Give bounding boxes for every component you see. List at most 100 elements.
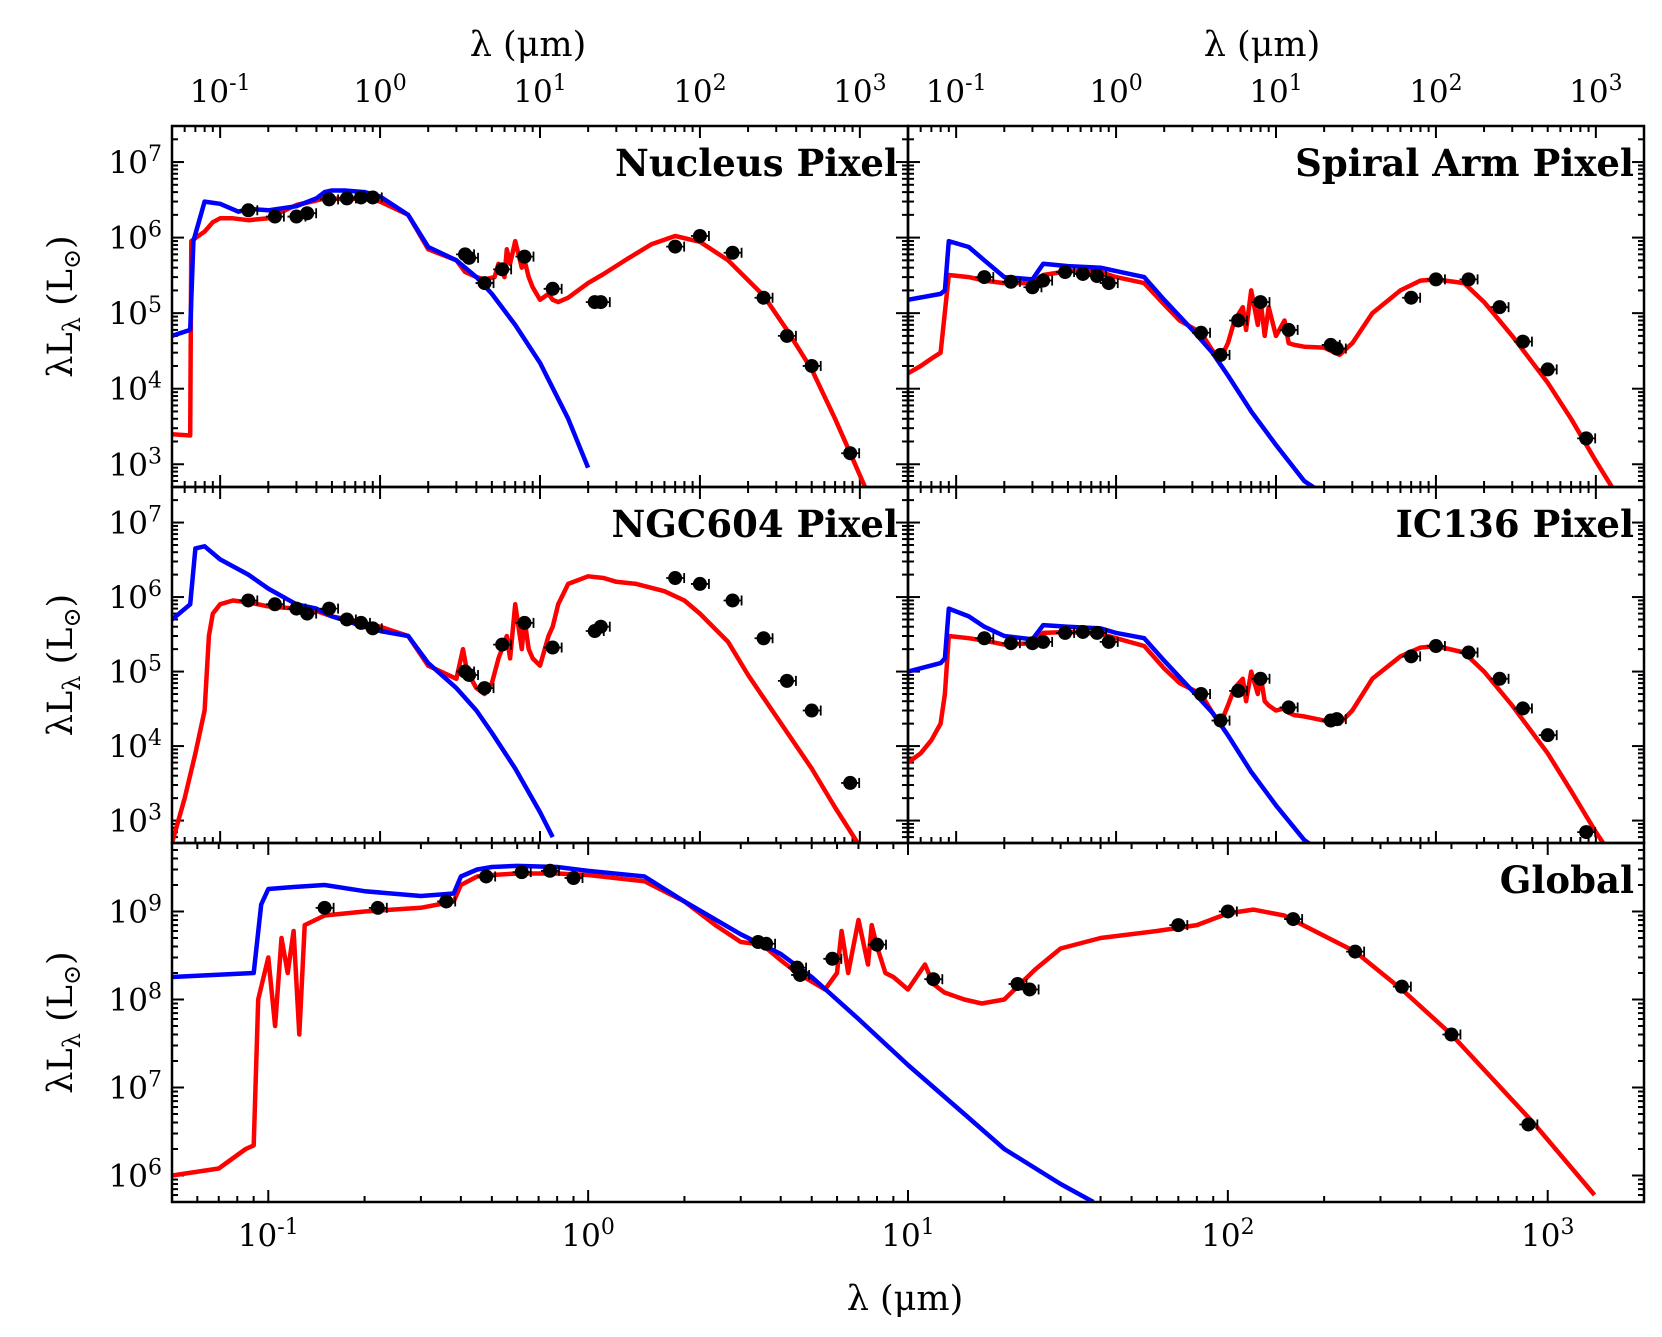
data-point [1036, 634, 1051, 649]
data-point [1194, 686, 1209, 701]
x-tick-label: 102 [1201, 1215, 1254, 1254]
data-point [1231, 683, 1246, 698]
x-tick-label: 100 [561, 1215, 614, 1254]
data-point [759, 936, 774, 951]
y-tick-label: 104 [109, 369, 162, 408]
data-point [1036, 273, 1051, 288]
data-point [804, 703, 819, 718]
data-point [1220, 904, 1235, 919]
x-tick-label: 101 [1249, 71, 1302, 110]
data-point [1492, 671, 1507, 686]
x-tick-label: 103 [1569, 71, 1622, 110]
data-point [593, 619, 608, 634]
data-point [1213, 713, 1228, 728]
y-tick-label: 106 [109, 218, 162, 257]
data-point [477, 681, 492, 696]
data-point [1253, 295, 1268, 310]
data-point [462, 667, 477, 682]
y-tick-label: 103 [109, 444, 162, 483]
data-point [267, 597, 282, 612]
data-point [692, 576, 707, 591]
x-tick-label: 10-1 [926, 71, 987, 110]
data-point [241, 203, 256, 218]
data-point [1348, 944, 1363, 959]
data-point [1101, 276, 1116, 291]
y-axis-label-ngc604: λLλ (L⊙) [41, 594, 86, 736]
data-point [1461, 645, 1476, 660]
y-tick-label: 108 [109, 979, 162, 1018]
data-point [1404, 290, 1419, 305]
attenuated-model-line-global [172, 871, 1597, 1197]
data-point [977, 270, 992, 285]
x-tick-label: 10-1 [190, 71, 251, 110]
data-point [1329, 341, 1344, 356]
panel-ic136: IC136 Pixel [906, 485, 1646, 845]
data-point [545, 281, 560, 296]
data-point [543, 863, 558, 878]
plot-area-global [172, 863, 1597, 1202]
data-point [825, 951, 840, 966]
data-point [495, 637, 510, 652]
plot-area-ngc604 [172, 544, 861, 843]
data-point [1231, 313, 1246, 328]
y-tick-label: 106 [109, 1156, 162, 1195]
panel-title-nucleus: Nucleus Pixel [615, 141, 898, 185]
plot-area-nucleus [172, 188, 868, 487]
data-point [322, 601, 337, 616]
data-point [289, 601, 304, 616]
panel-nucleus: Nucleus Pixel 10-1 100 101 102 103 103 104 105 10… [41, 71, 910, 489]
panel-global: Global 10-1 100 101 102 103 106 107 108 109 λLλ (L… [41, 841, 1646, 1254]
data-point [1010, 976, 1025, 991]
data-point [1025, 636, 1040, 651]
data-point [1090, 269, 1105, 284]
unattenuated-model-line-ngc604 [172, 544, 555, 839]
panel-title-ngc604: NGC604 Pixel [611, 502, 898, 546]
data-point [354, 190, 369, 205]
data-point [1171, 918, 1186, 933]
data-point [1286, 912, 1301, 927]
data-point [1579, 825, 1594, 840]
data-point [1194, 325, 1209, 340]
data-point [517, 249, 532, 264]
panel-title-spiral: Spiral Arm Pixel [1295, 141, 1634, 185]
data-point [1281, 700, 1296, 715]
top-left-xlabel: λ (μm) [470, 25, 587, 65]
data-point [479, 869, 494, 884]
data-point [1461, 272, 1476, 287]
data-point [370, 900, 385, 915]
data-point [1540, 728, 1555, 743]
data-point [1281, 322, 1296, 337]
data-point [1515, 701, 1530, 716]
data-point [1394, 979, 1409, 994]
attenuated-model-line-spiral [908, 268, 1615, 487]
data-point [1058, 265, 1073, 280]
panel-title-global: Global [1500, 858, 1634, 902]
data-point [1404, 649, 1419, 664]
data-point [300, 606, 315, 621]
y-tick-label: 103 [109, 801, 162, 840]
x-tick-label: 102 [1409, 71, 1462, 110]
attenuated-model-line-ic136 [908, 629, 1606, 843]
data-point [843, 446, 858, 461]
data-point [1428, 639, 1443, 654]
data-point [1428, 272, 1443, 287]
data-point [339, 191, 354, 206]
x-tick-label: 100 [1089, 71, 1142, 110]
y-tick-label: 105 [109, 652, 162, 691]
data-point [870, 937, 885, 952]
unattenuated-model-line-nucleus [172, 188, 591, 469]
data-point [692, 228, 707, 243]
data-point [1058, 625, 1073, 640]
data-point [1579, 431, 1594, 446]
ticks-global [171, 842, 1645, 1203]
x-tick-label: 100 [353, 71, 406, 110]
data-point [593, 295, 608, 310]
panel-ngc604: NGC604 Pixel 103 104 105 106 107 λLλ (L⊙) [41, 485, 910, 845]
data-point [495, 262, 510, 277]
y-tick-label: 104 [109, 726, 162, 765]
data-point [843, 775, 858, 790]
data-point [926, 972, 941, 987]
data-point [339, 612, 354, 627]
data-point [241, 593, 256, 608]
